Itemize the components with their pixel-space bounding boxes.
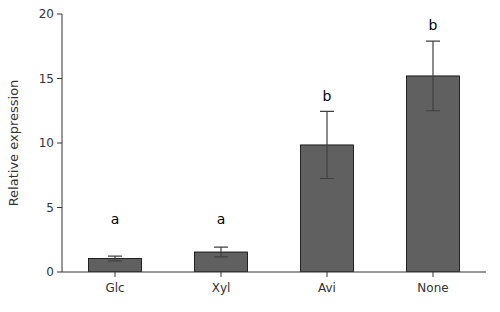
y-tick [57, 272, 62, 273]
chart: 0 5 10 15 20 Glc Xyl Avi None a a b b Relative expres… [0, 0, 500, 312]
y-tick-label: 15 [39, 72, 54, 86]
y-tick-label: 10 [39, 136, 54, 150]
x-tick-label: Avi [318, 281, 336, 295]
x-tick [433, 272, 434, 277]
x-tick-label: Xyl [212, 281, 231, 295]
y-tick-label: 20 [39, 7, 54, 21]
error-bar [108, 256, 122, 261]
x-tick [327, 272, 328, 277]
x-axis [62, 272, 486, 273]
x-tick-label: Glc [105, 281, 124, 295]
bars [89, 41, 460, 272]
y-tick-label: 5 [46, 201, 54, 215]
significance-label: a [111, 211, 120, 227]
y-tick [57, 78, 62, 79]
error-bar [320, 111, 334, 178]
error-bar [214, 247, 228, 257]
y-tick [57, 143, 62, 144]
significance-label: a [217, 211, 226, 227]
y-tick-label: 0 [46, 265, 54, 279]
error-bar [426, 41, 440, 111]
x-tick [115, 272, 116, 277]
x-tick [221, 272, 222, 277]
significance-label: b [429, 17, 438, 33]
y-tick [57, 14, 62, 15]
y-tick [57, 207, 62, 208]
significance-label: b [323, 88, 332, 104]
y-axis-label: Relative expression [6, 80, 21, 207]
y-axis [62, 14, 63, 272]
x-tick-label: None [417, 281, 448, 295]
